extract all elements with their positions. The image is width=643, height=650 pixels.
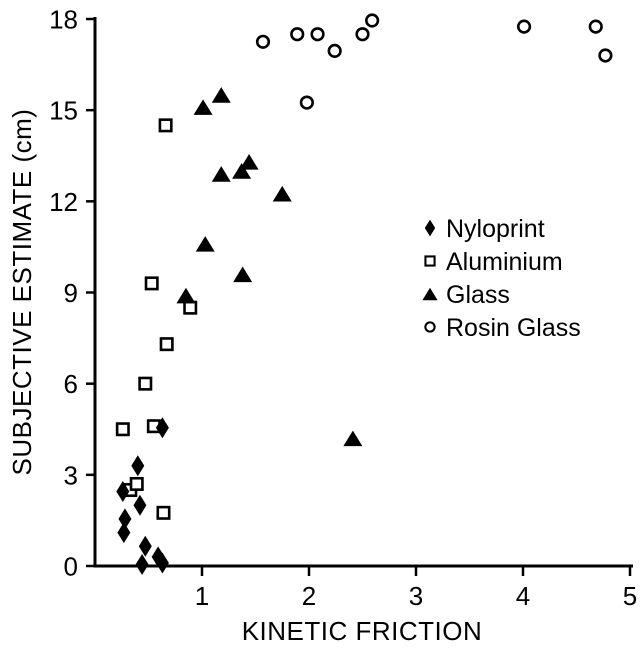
y-tick-label: 0 <box>64 552 78 582</box>
data-point-nyloprint <box>131 455 145 477</box>
x-tick-label: 2 <box>302 581 316 611</box>
data-point-glass <box>193 99 213 115</box>
data-point-nyloprint <box>133 494 147 516</box>
legend-label-nyloprint: Nyloprint <box>446 215 545 243</box>
x-tick-label: 3 <box>409 581 423 611</box>
data-point-nyloprint <box>117 522 131 544</box>
data-point-nyloprint <box>155 552 169 574</box>
data-point-rosin-glass <box>516 19 532 34</box>
y-tick-label: 3 <box>64 460 78 490</box>
data-point-rosin-glass <box>355 27 370 42</box>
data-point-aluminium <box>158 118 173 133</box>
data-point-rosin-glass <box>365 13 380 28</box>
legend-marker-glyph <box>424 321 436 333</box>
series-nyloprint <box>116 417 169 575</box>
x-tick-label: 1 <box>195 581 209 611</box>
data-point-aluminium <box>159 337 174 352</box>
data-point-glass <box>176 287 196 304</box>
y-tick-label: 12 <box>49 187 78 217</box>
data-point-nyloprint <box>135 553 149 575</box>
legend: Nyloprint Aluminium Glass Rosin Glass <box>422 215 581 342</box>
legend-item-aluminium: Aluminium <box>424 248 563 276</box>
data-point-nyloprint <box>118 508 132 530</box>
data-point-glass <box>211 166 231 182</box>
x-tick-label: 4 <box>516 581 530 611</box>
series-glass <box>176 87 363 447</box>
legend-marker-glyph <box>424 255 436 267</box>
data-point-aluminium <box>138 376 153 391</box>
x-axis-title: KINETIC FRICTION <box>242 616 483 646</box>
data-point-glass <box>195 236 215 252</box>
data-point-nyloprint <box>138 535 152 557</box>
data-point-aluminium <box>144 276 159 291</box>
data-point-rosin-glass <box>299 95 314 110</box>
data-point-glass <box>232 163 252 179</box>
data-point-rosin-glass <box>598 48 613 63</box>
data-point-rosin-glass <box>290 27 305 42</box>
y-tick-label: 6 <box>64 369 78 399</box>
legend-item-nyloprint: Nyloprint <box>424 215 545 243</box>
x-tick-label: 5 <box>623 581 637 611</box>
data-point-nyloprint <box>155 417 169 439</box>
data-point-glass <box>343 430 363 447</box>
y-tick-label: 9 <box>64 278 78 308</box>
data-point-nyloprint <box>116 481 130 503</box>
legend-label-rosin-glass: Rosin Glass <box>446 314 581 342</box>
glass-triangle-icon <box>422 287 438 301</box>
data-point-rosin-glass <box>310 27 325 42</box>
data-point-aluminium <box>115 422 130 437</box>
data-point-aluminium <box>129 476 144 491</box>
legend-marker-glyph <box>422 287 438 301</box>
legend-item-rosin-glass: Rosin Glass <box>424 314 581 342</box>
data-point-aluminium <box>183 300 198 315</box>
legend-label-aluminium: Aluminium <box>446 248 563 276</box>
data-point-glass <box>233 266 253 283</box>
data-point-glass <box>211 87 231 103</box>
legend-marker-glyph <box>424 219 436 237</box>
legend-label-glass: Glass <box>446 281 510 309</box>
series-aluminium <box>115 118 198 520</box>
y-tick-label: 18 <box>49 4 78 34</box>
aluminium-square-icon <box>424 255 436 267</box>
data-point-aluminium <box>156 505 171 520</box>
y-tick-label: 15 <box>49 96 78 126</box>
data-point-rosin-glass <box>588 19 603 34</box>
data-point-glass <box>272 185 292 202</box>
data-point-glass <box>239 154 259 170</box>
nyloprint-diamond-icon <box>424 219 436 237</box>
legend-item-glass: Glass <box>422 281 510 309</box>
data-point-rosin-glass <box>255 34 271 49</box>
y-axis-title: SUBJECTIVE ESTIMATE (cm) <box>7 109 37 476</box>
series-rosin-glass <box>255 13 613 110</box>
data-point-rosin-glass <box>327 43 342 59</box>
rosin-glass-circle-icon <box>424 321 436 333</box>
